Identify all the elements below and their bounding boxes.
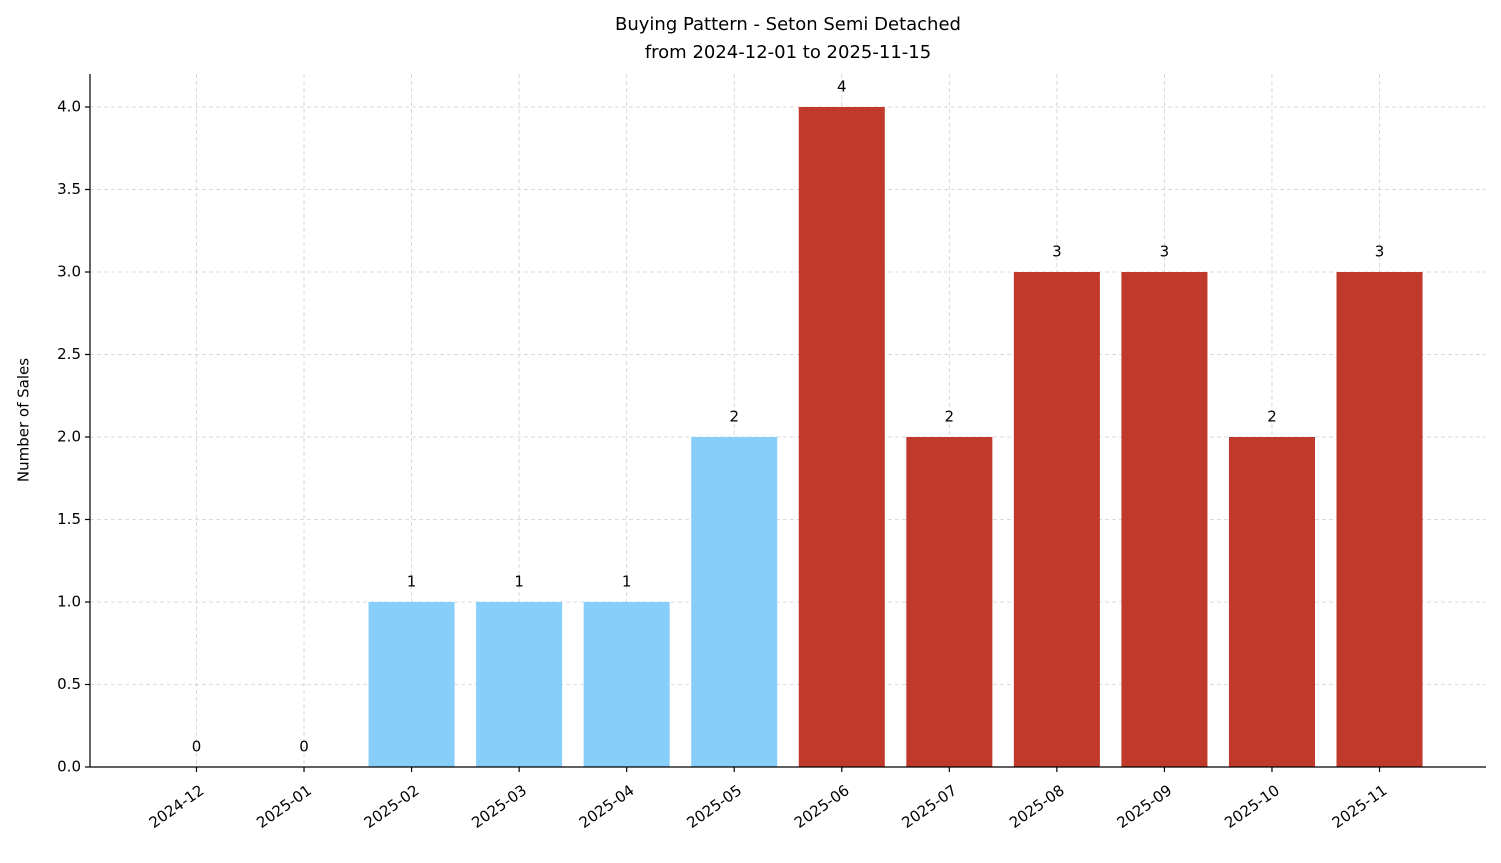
- bar: [1228, 437, 1315, 767]
- x-tick-label: 2025-03: [468, 781, 530, 832]
- value-label: 3: [1160, 243, 1170, 261]
- value-label: 3: [1375, 243, 1385, 261]
- value-label: 1: [622, 573, 632, 591]
- x-tick-label: 2025-06: [791, 781, 853, 832]
- x-tick-label: 2024-12: [146, 781, 208, 832]
- x-tick-label: 2025-01: [253, 781, 315, 832]
- y-tick-label: 2.0: [57, 428, 81, 446]
- x-tick-label: 2025-11: [1329, 781, 1391, 832]
- bar: [583, 602, 670, 767]
- chart-title: Buying Pattern - Seton Semi Detached: [615, 14, 961, 35]
- value-label: 1: [514, 573, 524, 591]
- x-tick-label: 2025-07: [899, 781, 961, 832]
- bar: [368, 602, 455, 767]
- value-label: 2: [1267, 408, 1277, 426]
- value-label: 1: [407, 573, 417, 591]
- y-tick-label: 1.0: [57, 593, 81, 611]
- y-tick-label: 2.5: [57, 345, 81, 363]
- chart-subtitle: from 2024-12-01 to 2025-11-15: [645, 42, 931, 63]
- value-label: 0: [192, 738, 202, 756]
- bar: [906, 437, 993, 767]
- x-tick-label: 2025-09: [1114, 781, 1176, 832]
- y-tick-label: 1.5: [57, 510, 81, 528]
- bar: [1336, 272, 1423, 767]
- bar: [476, 602, 563, 767]
- value-label: 3: [1052, 243, 1062, 261]
- x-tick-label: 2025-10: [1221, 781, 1283, 832]
- value-label: 2: [945, 408, 955, 426]
- y-tick-label: 3.5: [57, 180, 81, 198]
- x-tick-label: 2025-02: [361, 781, 423, 832]
- y-axis-label: Number of Sales: [15, 358, 33, 482]
- y-tick-label: 4.0: [57, 98, 81, 116]
- y-tick-label: 0.5: [57, 675, 81, 693]
- x-tick-label: 2025-04: [576, 781, 638, 832]
- y-tick-label: 0.0: [57, 758, 81, 776]
- bar: [1013, 272, 1100, 767]
- value-label: 2: [729, 408, 739, 426]
- bar: [691, 437, 778, 767]
- x-tick-label: 2025-05: [683, 781, 745, 832]
- x-tick-label: 2025-08: [1006, 781, 1068, 832]
- value-label: 0: [299, 738, 309, 756]
- bar: [1121, 272, 1208, 767]
- value-label: 4: [837, 78, 847, 96]
- bar: [798, 107, 885, 767]
- y-tick-label: 3.0: [57, 263, 81, 281]
